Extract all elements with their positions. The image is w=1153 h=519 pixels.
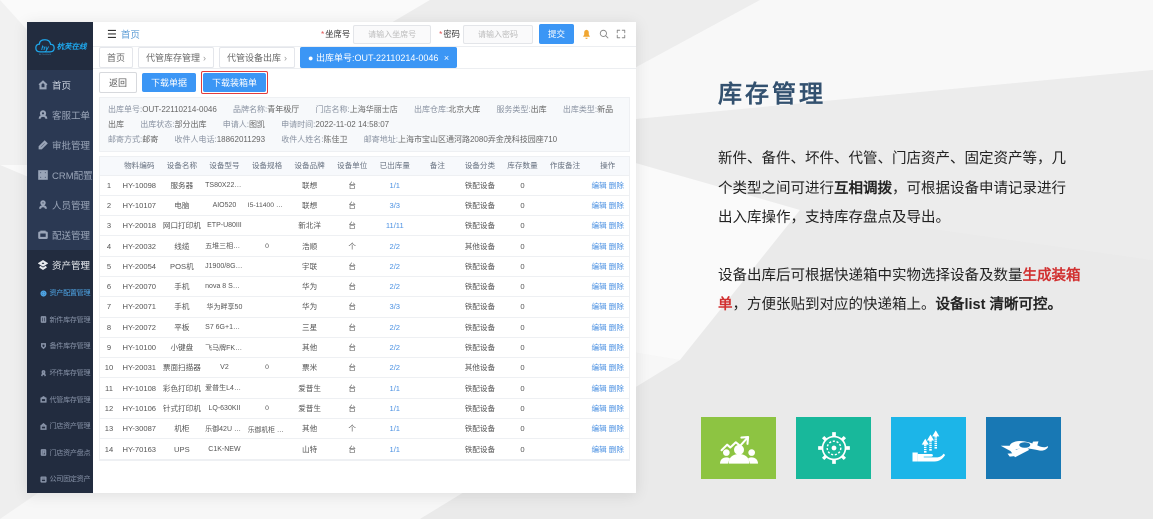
svg-text:hy: hy — [41, 45, 49, 52]
svg-text:AI-TheWorld: AI-TheWorld — [38, 53, 51, 56]
